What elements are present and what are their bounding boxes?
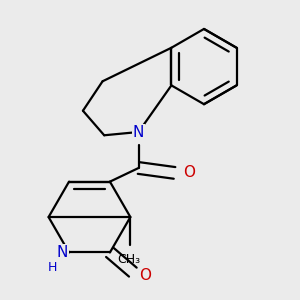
Text: N: N <box>57 245 68 260</box>
Text: CH₃: CH₃ <box>117 253 140 266</box>
Text: H: H <box>48 261 57 274</box>
Text: O: O <box>183 165 195 180</box>
Text: O: O <box>140 268 152 283</box>
Text: N: N <box>133 124 144 140</box>
